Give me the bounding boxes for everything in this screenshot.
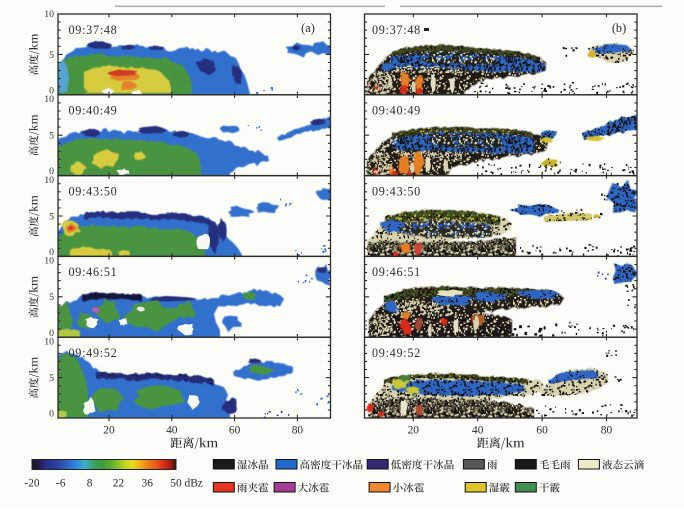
svg-text:60: 60 bbox=[536, 424, 548, 436]
svg-text:10: 10 bbox=[44, 256, 54, 267]
svg-text:(b): (b) bbox=[612, 21, 626, 35]
svg-text:0: 0 bbox=[49, 328, 54, 339]
svg-text:10: 10 bbox=[44, 336, 54, 347]
svg-text:(a): (a) bbox=[301, 21, 315, 35]
svg-text:60: 60 bbox=[229, 424, 241, 436]
svg-text:40: 40 bbox=[166, 424, 178, 436]
svg-text:10: 10 bbox=[44, 94, 54, 105]
svg-text:5: 5 bbox=[49, 211, 54, 222]
svg-text:09:37:48: 09:37:48 bbox=[69, 23, 118, 37]
svg-text:09:40:49: 09:40:49 bbox=[69, 104, 118, 118]
svg-text:-20: -20 bbox=[24, 478, 39, 490]
svg-text:0: 0 bbox=[49, 166, 54, 177]
svg-text:10: 10 bbox=[44, 175, 54, 186]
svg-text:5: 5 bbox=[49, 50, 54, 61]
svg-text:20: 20 bbox=[103, 424, 115, 436]
svg-text:80: 80 bbox=[601, 424, 613, 436]
svg-text:09:40:49: 09:40:49 bbox=[372, 104, 421, 118]
svg-text:22: 22 bbox=[113, 478, 125, 490]
svg-text:09:46:51: 09:46:51 bbox=[69, 265, 118, 279]
svg-text:09:43:50: 09:43:50 bbox=[372, 184, 421, 198]
svg-text:50: 50 bbox=[170, 478, 182, 490]
svg-text:09:37:48: 09:37:48 bbox=[372, 23, 421, 37]
svg-text:0: 0 bbox=[49, 85, 54, 96]
svg-text:40: 40 bbox=[472, 424, 484, 436]
svg-text:8: 8 bbox=[87, 478, 93, 490]
svg-text:09:46:51: 09:46:51 bbox=[372, 265, 421, 279]
svg-text:5: 5 bbox=[49, 292, 54, 303]
svg-text:dBz: dBz bbox=[185, 478, 203, 490]
svg-text:09:43:50: 09:43:50 bbox=[69, 184, 118, 198]
svg-text:36: 36 bbox=[142, 478, 154, 490]
svg-text:0: 0 bbox=[49, 409, 54, 420]
svg-text:5: 5 bbox=[49, 373, 54, 384]
svg-text:-6: -6 bbox=[56, 478, 66, 490]
svg-text:20: 20 bbox=[408, 424, 420, 436]
svg-text:09:49:52: 09:49:52 bbox=[69, 346, 118, 360]
svg-text:80: 80 bbox=[292, 424, 304, 436]
svg-text:09:49:52: 09:49:52 bbox=[372, 346, 421, 360]
svg-text:0: 0 bbox=[49, 247, 54, 258]
svg-text:5: 5 bbox=[49, 131, 54, 142]
svg-text:10: 10 bbox=[44, 9, 54, 20]
